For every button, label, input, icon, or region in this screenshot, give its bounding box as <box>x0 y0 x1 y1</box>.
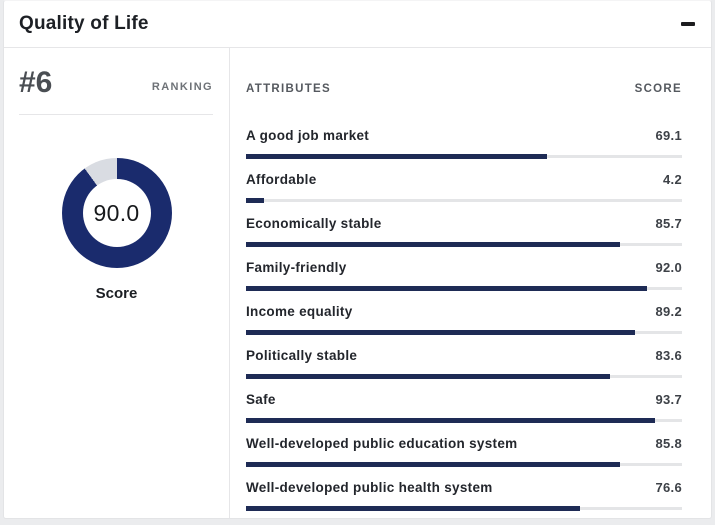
attribute-line: Well-developed public health system 76.6 <box>246 480 682 497</box>
attribute-score: 85.8 <box>655 436 682 451</box>
attribute-row: Politically stable 83.6 <box>246 348 682 379</box>
attribute-row: Affordable 4.2 <box>246 172 682 203</box>
score-bar-fill <box>246 330 635 335</box>
attribute-row: Well-developed public health system 76.6 <box>246 480 682 511</box>
attribute-row: A good job market 69.1 <box>246 128 682 159</box>
attribute-score: 93.7 <box>655 392 682 407</box>
attribute-score-bar <box>246 374 682 379</box>
attribute-line: Well-developed public education system 8… <box>246 436 682 453</box>
score-bar-track <box>246 199 682 202</box>
attribute-label: Well-developed public health system <box>246 480 493 495</box>
attribute-line: Affordable 4.2 <box>246 172 682 189</box>
attribute-score: 83.6 <box>655 348 682 363</box>
attribute-row: Family-friendly 92.0 <box>246 260 682 291</box>
attributes-header: ATTRIBUTES SCORE <box>246 83 682 95</box>
score-bar-fill <box>246 506 580 511</box>
attribute-score-bar <box>246 242 682 247</box>
attributes-panel: ATTRIBUTES SCORE A good job market 69.1 … <box>230 48 711 518</box>
attribute-score: 76.6 <box>655 480 682 495</box>
donut-hole: 90.0 <box>82 179 151 247</box>
attribute-label: A good job market <box>246 128 370 143</box>
score-caption: Score <box>95 285 138 302</box>
attribute-row: Safe 93.7 <box>246 392 682 423</box>
attribute-label: Economically stable <box>246 216 382 231</box>
ranking-label: RANKING <box>151 81 213 93</box>
attribute-line: Economically stable 85.7 <box>246 216 682 233</box>
attribute-label: Family-friendly <box>246 260 347 275</box>
rank-row: #6 RANKING <box>19 66 213 115</box>
attribute-line: Family-friendly 92.0 <box>246 260 682 277</box>
attribute-rows: A good job market 69.1 Affordable 4.2 Ec… <box>246 128 682 511</box>
attribute-line: A good job market 69.1 <box>246 128 682 145</box>
attribute-score: 85.7 <box>655 216 682 231</box>
attribute-score-bar <box>246 506 682 511</box>
attribute-score: 69.1 <box>655 128 682 143</box>
attribute-line: Politically stable 83.6 <box>246 348 682 365</box>
attribute-score-bar <box>246 286 682 291</box>
score-donut-wrap: 90.0 Score <box>4 158 229 302</box>
attribute-line: Safe 93.7 <box>246 392 682 409</box>
card-body: #6 RANKING 90.0 Score ATTRIBUTES SCORE A… <box>4 48 711 518</box>
score-column-label: SCORE <box>634 83 682 95</box>
card-header: Quality of Life <box>4 1 711 48</box>
ranking-panel: #6 RANKING 90.0 Score <box>4 48 230 518</box>
attribute-row: Income equality 89.2 <box>246 304 682 335</box>
attribute-score-bar <box>246 462 682 467</box>
attribute-label: Politically stable <box>246 348 358 363</box>
attribute-score-bar <box>246 154 682 159</box>
attribute-score: 89.2 <box>655 304 682 319</box>
minus-icon <box>681 22 695 26</box>
score-donut-chart: 90.0 <box>61 158 172 268</box>
donut-score-value: 90.0 <box>93 199 140 226</box>
attribute-score-bar <box>246 418 682 423</box>
collapse-button[interactable] <box>675 11 701 37</box>
attribute-label: Income equality <box>246 304 353 319</box>
attribute-line: Income equality 89.2 <box>246 304 682 321</box>
attribute-score: 92.0 <box>655 260 682 275</box>
rank-value: #6 <box>19 66 53 99</box>
score-bar-fill <box>246 418 655 423</box>
score-bar-fill <box>246 198 265 203</box>
attribute-score-bar <box>246 330 682 335</box>
score-bar-fill <box>246 286 648 291</box>
attribute-score: 4.2 <box>663 172 682 187</box>
score-bar-fill <box>246 154 548 159</box>
attribute-row: Economically stable 85.7 <box>246 216 682 247</box>
attribute-label: Affordable <box>246 172 317 187</box>
score-bar-fill <box>246 374 611 379</box>
quality-of-life-card: Quality of Life #6 RANKING 90.0 Score AT <box>3 0 712 519</box>
attributes-column-label: ATTRIBUTES <box>246 83 331 95</box>
score-bar-fill <box>246 242 620 247</box>
card-title: Quality of Life <box>19 13 149 34</box>
score-bar-fill <box>246 462 621 467</box>
attribute-label: Well-developed public education system <box>246 436 518 451</box>
attribute-score-bar <box>246 198 682 203</box>
attribute-row: Well-developed public education system 8… <box>246 436 682 467</box>
attribute-label: Safe <box>246 392 276 407</box>
